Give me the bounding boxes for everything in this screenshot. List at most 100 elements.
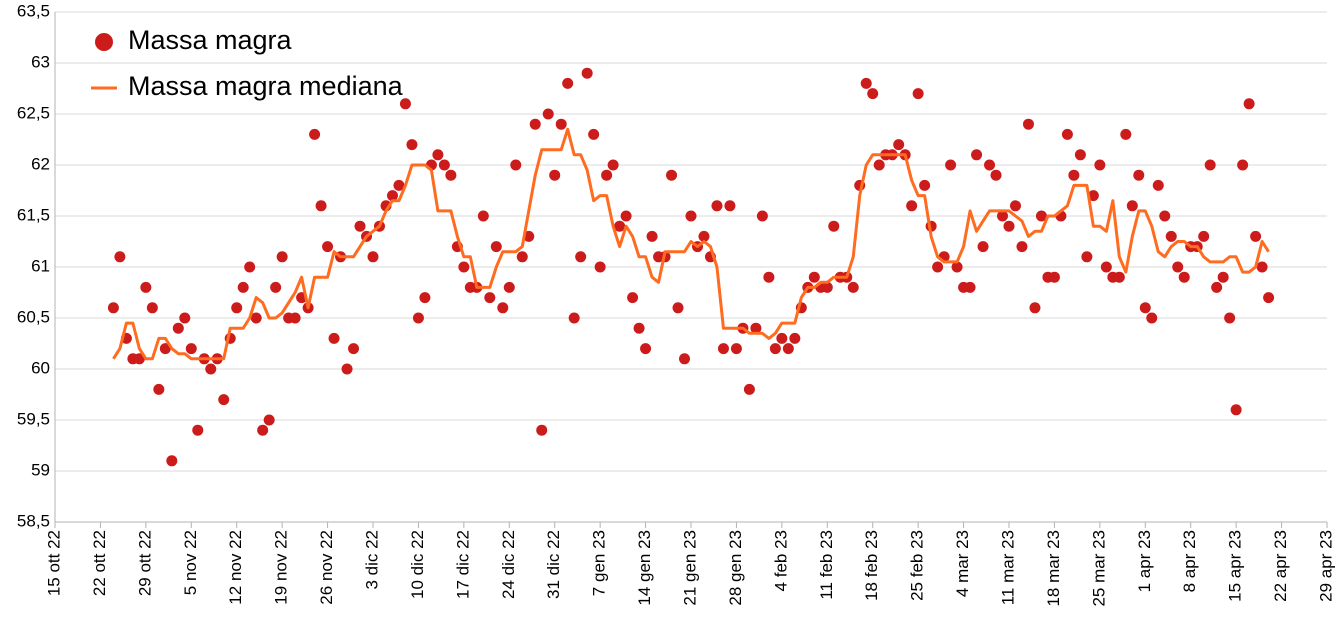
data-point xyxy=(490,241,502,253)
data-point xyxy=(977,241,989,253)
y-tick-label: 63,5 xyxy=(17,1,50,20)
data-point xyxy=(263,414,275,426)
x-tick-label: 14 gen 23 xyxy=(635,530,654,606)
data-point xyxy=(166,455,178,467)
data-point xyxy=(1224,312,1236,324)
x-tick-label: 11 feb 23 xyxy=(817,530,836,600)
data-point xyxy=(932,261,944,273)
data-point xyxy=(179,312,191,324)
data-point xyxy=(140,281,152,293)
data-point xyxy=(172,322,184,334)
x-tick-label: 17 dic 22 xyxy=(453,530,472,599)
data-point xyxy=(1100,261,1112,273)
data-point xyxy=(945,159,957,171)
x-tick-label: 31 dic 22 xyxy=(544,530,563,599)
data-point xyxy=(646,230,658,242)
y-tick-label: 62,5 xyxy=(17,103,50,122)
data-point xyxy=(192,424,204,436)
x-tick-label: 12 nov 22 xyxy=(226,530,245,605)
data-point xyxy=(769,343,781,355)
data-point xyxy=(633,322,645,334)
data-point xyxy=(594,261,606,273)
data-point xyxy=(328,332,340,344)
data-point xyxy=(1146,312,1158,324)
x-tick-label: 25 feb 23 xyxy=(908,530,927,601)
y-tick-label: 60 xyxy=(31,358,50,377)
x-tick-label: 4 feb 23 xyxy=(771,530,790,591)
data-point xyxy=(990,169,1002,181)
data-point xyxy=(289,312,301,324)
legend-label: Massa magra xyxy=(128,25,293,55)
data-point xyxy=(1237,159,1249,171)
data-point xyxy=(1120,128,1132,140)
data-point xyxy=(620,210,632,222)
legend-marker xyxy=(95,33,113,51)
data-point xyxy=(756,210,768,222)
data-point xyxy=(257,424,269,436)
data-point xyxy=(146,302,158,314)
data-point xyxy=(1159,210,1171,222)
y-tick-label: 58,5 xyxy=(17,511,50,530)
data-point xyxy=(588,128,600,140)
data-point xyxy=(1022,118,1034,130)
data-point xyxy=(1126,200,1138,212)
data-point xyxy=(510,159,522,171)
data-point xyxy=(1217,271,1229,283)
data-point xyxy=(724,200,736,212)
x-tick-label: 1 apr 23 xyxy=(1135,530,1154,592)
data-point xyxy=(386,190,398,202)
data-point xyxy=(640,343,652,355)
data-point xyxy=(1087,190,1099,202)
x-tick-label: 19 nov 22 xyxy=(272,530,291,605)
data-point xyxy=(679,353,691,365)
data-point xyxy=(717,343,729,355)
data-point xyxy=(276,251,288,263)
data-point xyxy=(412,312,424,324)
data-point xyxy=(458,261,470,273)
x-tick-label: 4 mar 23 xyxy=(953,530,972,597)
data-point xyxy=(1035,210,1047,222)
x-tick-label: 25 mar 23 xyxy=(1089,530,1108,607)
data-point xyxy=(1230,404,1242,416)
data-point xyxy=(1139,302,1151,314)
data-point xyxy=(1198,230,1210,242)
x-tick-label: 22 apr 23 xyxy=(1271,530,1290,602)
data-point xyxy=(951,261,963,273)
data-point xyxy=(309,128,321,140)
data-point xyxy=(789,332,801,344)
data-point xyxy=(419,292,431,304)
data-point xyxy=(1243,98,1255,110)
data-point xyxy=(477,210,489,222)
data-point xyxy=(432,149,444,161)
data-point xyxy=(964,281,976,293)
data-point xyxy=(860,77,872,89)
data-point xyxy=(672,302,684,314)
y-tick-label: 62 xyxy=(31,154,50,173)
data-point xyxy=(322,241,334,253)
x-tick-label: 8 apr 23 xyxy=(1180,530,1199,592)
data-point xyxy=(984,159,996,171)
data-point xyxy=(912,88,924,100)
data-point xyxy=(808,271,820,283)
y-tick-label: 61 xyxy=(31,256,50,275)
data-point xyxy=(893,139,905,151)
data-point xyxy=(666,169,678,181)
data-point xyxy=(445,169,457,181)
data-point xyxy=(1172,261,1184,273)
x-tick-label: 29 apr 23 xyxy=(1316,530,1335,602)
data-point xyxy=(1263,292,1275,304)
x-tick-label: 10 dic 22 xyxy=(408,530,427,599)
y-tick-label: 59,5 xyxy=(17,409,50,428)
x-tick-label: 21 gen 23 xyxy=(680,530,699,606)
data-point xyxy=(1074,149,1086,161)
data-point xyxy=(568,312,580,324)
x-tick-label: 7 gen 23 xyxy=(590,530,609,596)
data-point xyxy=(867,88,879,100)
data-point xyxy=(627,292,639,304)
data-point xyxy=(1003,220,1015,232)
data-point xyxy=(497,302,509,314)
data-point xyxy=(114,251,126,263)
data-point xyxy=(685,210,697,222)
data-point xyxy=(516,251,528,263)
data-point xyxy=(367,251,379,263)
